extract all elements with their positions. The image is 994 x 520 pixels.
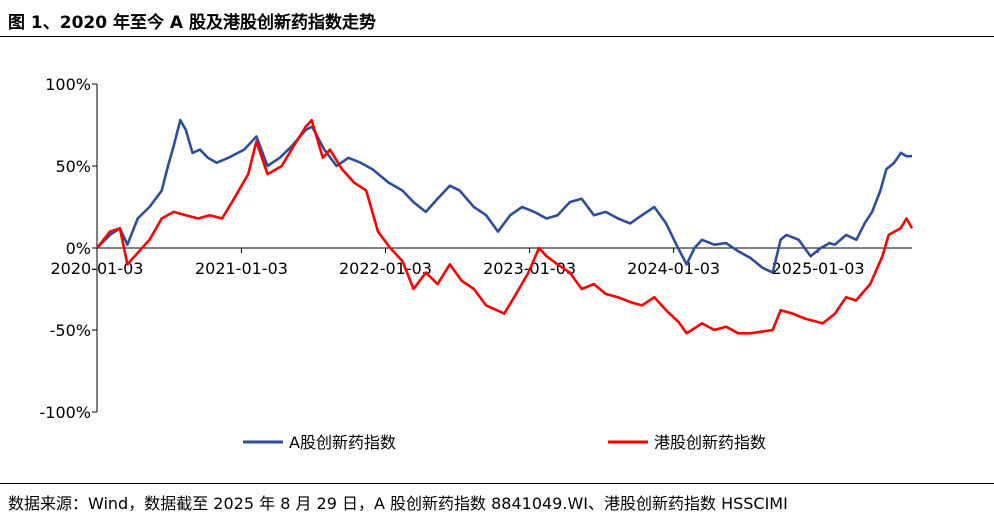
title-divider: [0, 36, 994, 37]
legend-label-2: 港股创新药指数: [654, 433, 766, 452]
page-title: 图 1、2020 年至今 A 股及港股创新药指数走势: [8, 13, 376, 33]
legend-label-1: A股创新药指数: [289, 433, 396, 452]
x-tick-label: 2022-01-03: [339, 259, 432, 278]
y-tick-label: -50%: [50, 321, 91, 340]
x-tick-label: 2024-01-03: [627, 259, 720, 278]
source-divider: [0, 483, 994, 484]
y-tick-label: -100%: [39, 403, 91, 422]
x-tick-label: 2021-01-03: [195, 259, 288, 278]
y-tick-label: 100%: [45, 75, 91, 94]
line-chart: 100% 50% 0% -50% -100% 2020-01-03 2021-01-03 2…: [39, 75, 914, 452]
source-note: 数据来源：Wind，数据截至 2025 年 8 月 29 日，A 股创新药指数 …: [8, 494, 788, 513]
y-tick-label: 0%: [66, 239, 91, 258]
x-axis: 2020-01-03 2021-01-03 2022-01-03 2023-01-03…: [51, 247, 912, 278]
x-tick-label: 2020-01-03: [51, 259, 144, 278]
y-axis: 100% 50% 0% -50% -100%: [39, 75, 98, 422]
series-line-2: [95, 118, 914, 335]
series-layer: [95, 118, 914, 335]
legend: A股创新药指数 港股创新药指数: [243, 433, 766, 452]
y-tick-label: 50%: [55, 157, 91, 176]
x-tick-label: 2025-01-03: [772, 259, 865, 278]
series-line-1: [96, 118, 912, 274]
